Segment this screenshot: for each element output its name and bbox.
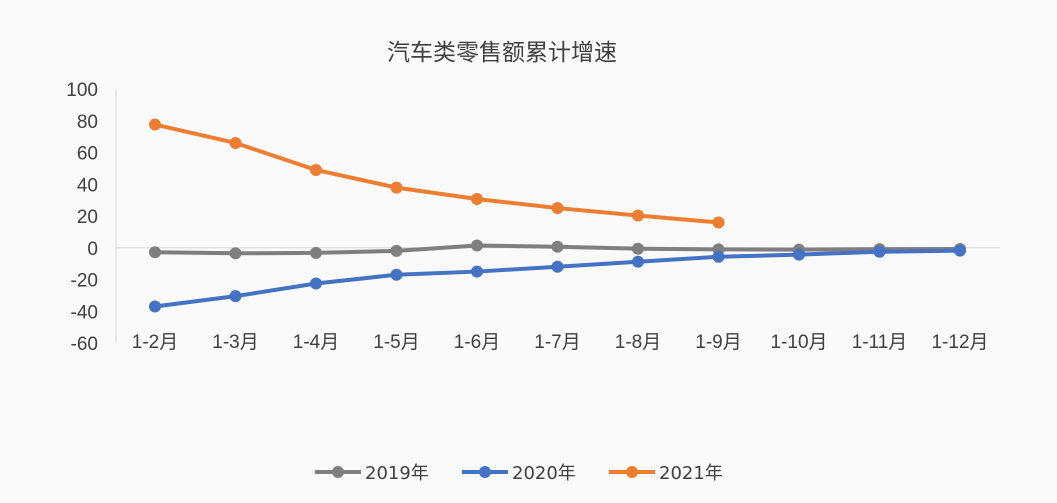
x-tick-label: 1-3月 bbox=[212, 332, 258, 353]
y-tick-label: 0 bbox=[87, 239, 98, 260]
y-tick-label: -20 bbox=[71, 271, 98, 292]
y-tick-label: 80 bbox=[77, 112, 98, 133]
data-point bbox=[793, 248, 805, 261]
data-point bbox=[632, 255, 644, 268]
data-point bbox=[149, 118, 161, 131]
y-tick-label: -40 bbox=[71, 302, 98, 323]
y-tick-label: 40 bbox=[77, 175, 98, 196]
data-point bbox=[712, 216, 725, 229]
data-point bbox=[310, 163, 322, 176]
data-point bbox=[310, 246, 322, 259]
data-point bbox=[229, 290, 242, 303]
x-tick-label: 1-8月 bbox=[615, 332, 661, 353]
data-point bbox=[471, 193, 483, 206]
legend-label: 2021年 bbox=[659, 463, 723, 484]
data-point bbox=[954, 244, 966, 257]
x-tick-label: 1-2月 bbox=[132, 332, 178, 353]
data-point bbox=[229, 247, 242, 260]
data-point bbox=[551, 202, 564, 215]
data-point bbox=[149, 300, 161, 313]
x-tick-label: 1-9月 bbox=[695, 332, 741, 353]
legend-swatch-marker bbox=[626, 466, 638, 478]
legend-swatch-marker bbox=[332, 466, 344, 478]
legend-label: 2020年 bbox=[512, 463, 576, 484]
series-line bbox=[153, 122, 721, 225]
series-2021年 bbox=[149, 118, 725, 229]
legend-item: 2020年 bbox=[462, 463, 576, 484]
data-point bbox=[632, 242, 644, 255]
data-point bbox=[149, 246, 161, 259]
legend: 2019年 2020年 2021年 bbox=[315, 463, 723, 484]
data-point bbox=[310, 277, 322, 290]
legend-item: 2021年 bbox=[609, 463, 723, 484]
series-line bbox=[153, 248, 962, 309]
data-point bbox=[471, 265, 483, 278]
legend-label: 2019年 bbox=[365, 463, 429, 484]
axes: 100 80 60 40 20 0 -20 -40 -60 1-2月 1-3月 1-4月 1-5月 1-6… bbox=[66, 80, 1000, 355]
data-point bbox=[471, 239, 483, 252]
x-tick-label: 1-12月 bbox=[931, 332, 988, 353]
x-tick-label: 1-11月 bbox=[852, 332, 908, 353]
x-tick-label: 1-5月 bbox=[373, 332, 419, 353]
data-point bbox=[390, 244, 403, 257]
y-tick-label: 100 bbox=[66, 80, 98, 101]
y-tick-label: 20 bbox=[77, 207, 98, 228]
x-tick-label: 1-7月 bbox=[534, 332, 580, 353]
data-point bbox=[390, 268, 403, 281]
series-layer bbox=[149, 118, 966, 313]
data-point bbox=[390, 181, 403, 194]
x-tick-label: 1-6月 bbox=[454, 332, 500, 353]
chart-title: 汽车类零售额累计增速 bbox=[387, 40, 617, 66]
x-tick-label: 1-10月 bbox=[770, 332, 827, 353]
data-point bbox=[551, 240, 564, 253]
data-point bbox=[632, 209, 644, 222]
series-2020年 bbox=[149, 244, 966, 313]
data-point bbox=[873, 245, 886, 258]
data-point bbox=[551, 260, 564, 273]
series-2019年 bbox=[149, 239, 966, 260]
y-tick-label: 60 bbox=[77, 144, 98, 165]
x-tick-label: 1-4月 bbox=[293, 332, 339, 353]
legend-swatch-marker bbox=[479, 466, 491, 478]
data-point bbox=[229, 136, 242, 149]
y-tick-label: -60 bbox=[71, 334, 98, 355]
data-point bbox=[712, 250, 725, 263]
legend-item: 2019年 bbox=[315, 463, 429, 484]
